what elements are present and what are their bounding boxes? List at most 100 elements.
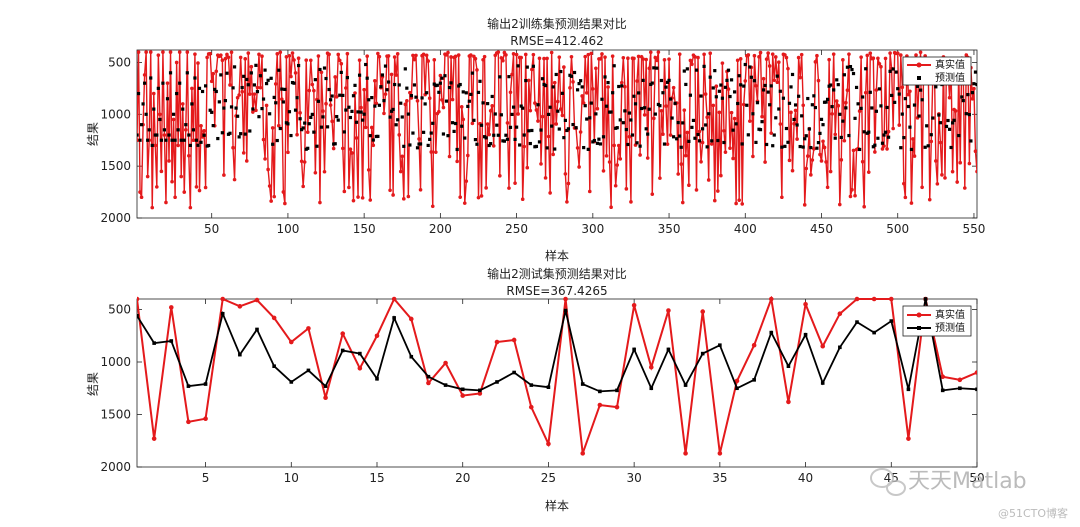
data-point-real [549, 50, 554, 55]
data-point-real [397, 133, 402, 137]
data-point-pred [553, 147, 557, 151]
data-point-pred [975, 387, 977, 392]
data-point-real [652, 116, 656, 121]
data-point-pred [815, 146, 819, 150]
data-point-real [455, 159, 459, 164]
data-point-real [619, 80, 624, 85]
data-point-pred [673, 101, 677, 105]
data-point-real [203, 416, 208, 422]
data-point-pred [418, 142, 423, 146]
data-point-pred [778, 89, 782, 93]
data-point-real [363, 125, 368, 130]
data-point-pred [147, 128, 151, 132]
data-point-pred [144, 112, 148, 116]
data-point-real [312, 88, 316, 93]
data-point-real [255, 85, 260, 90]
data-point-pred [681, 121, 685, 125]
data-point-real [837, 311, 843, 317]
data-point-real [301, 184, 305, 189]
data-point-pred [507, 75, 511, 79]
data-point-real [647, 66, 652, 71]
data-point-real [920, 185, 924, 190]
data-point-pred [319, 125, 324, 129]
data-point-pred [798, 144, 802, 149]
data-point-pred [835, 78, 839, 82]
data-point-real [754, 83, 758, 88]
data-point-real [609, 205, 613, 210]
data-point-real [360, 196, 365, 200]
data-point-pred [446, 134, 450, 138]
data-point-pred [742, 84, 746, 88]
data-point-real [450, 97, 455, 102]
data-point-real [412, 57, 417, 62]
data-point-real [815, 53, 819, 58]
data-point-real [252, 92, 257, 96]
data-point-real [156, 53, 161, 57]
data-point-real [214, 69, 219, 74]
data-point-real [528, 404, 534, 410]
data-point-pred [287, 110, 292, 114]
data-point-real [683, 451, 688, 456]
data-point-real [645, 156, 650, 160]
data-point-real [182, 190, 187, 194]
data-point-real [286, 150, 290, 155]
data-point-real [741, 102, 746, 107]
y-tick-label: 2000 [100, 211, 131, 225]
data-point-real [292, 58, 296, 62]
data-point-pred [735, 386, 739, 391]
data-point-real [803, 301, 808, 307]
data-point-pred [653, 112, 657, 116]
data-point-pred [646, 132, 650, 136]
data-point-pred [361, 118, 365, 122]
data-point-pred [908, 125, 912, 129]
data-point-real [696, 55, 700, 60]
data-point-real [569, 54, 574, 59]
data-point-real [220, 58, 225, 63]
data-point-real [886, 129, 891, 134]
data-point-pred [312, 130, 316, 134]
data-point-pred [316, 99, 321, 103]
data-point-pred [150, 143, 154, 148]
data-point-real [148, 50, 153, 54]
data-point-real [709, 142, 714, 146]
data-point-real [597, 402, 603, 408]
data-point-real [432, 58, 437, 62]
data-point-pred [838, 345, 842, 350]
data-point-pred [793, 103, 798, 107]
data-point-pred [162, 128, 167, 132]
data-point-real [906, 436, 911, 441]
data-point-pred [880, 141, 885, 145]
data-point-real [459, 105, 464, 109]
data-point-real [624, 187, 629, 191]
chart-title: 输出2训练集预测结果对比 [487, 16, 627, 31]
data-point-pred [684, 82, 688, 87]
data-point-pred [393, 82, 397, 87]
data-point-real [231, 145, 235, 150]
y-axis-label: 结果 [86, 372, 100, 396]
data-point-real [717, 451, 723, 456]
data-point-real [636, 54, 641, 59]
data-point-real [168, 50, 173, 54]
data-point-real [161, 50, 165, 54]
data-point-real [269, 199, 273, 203]
data-point-pred [678, 134, 682, 138]
data-point-pred [891, 67, 895, 71]
data-point-real [170, 179, 174, 184]
data-point-real [248, 92, 252, 96]
data-point-real [566, 181, 571, 186]
data-point-pred [159, 138, 163, 142]
data-point-pred [138, 138, 142, 142]
data-point-real [241, 151, 246, 155]
data-point-real [708, 51, 713, 56]
data-point-pred [325, 125, 330, 129]
data-point-real [798, 75, 802, 80]
data-point-pred [152, 107, 156, 111]
data-point-pred [458, 82, 462, 87]
data-point-real [927, 197, 932, 202]
data-point-pred [786, 364, 791, 368]
data-point-pred [137, 314, 139, 318]
data-point-real [918, 50, 923, 55]
data-point-real [667, 57, 671, 61]
data-point-real [356, 195, 360, 199]
data-point-real [688, 58, 693, 63]
